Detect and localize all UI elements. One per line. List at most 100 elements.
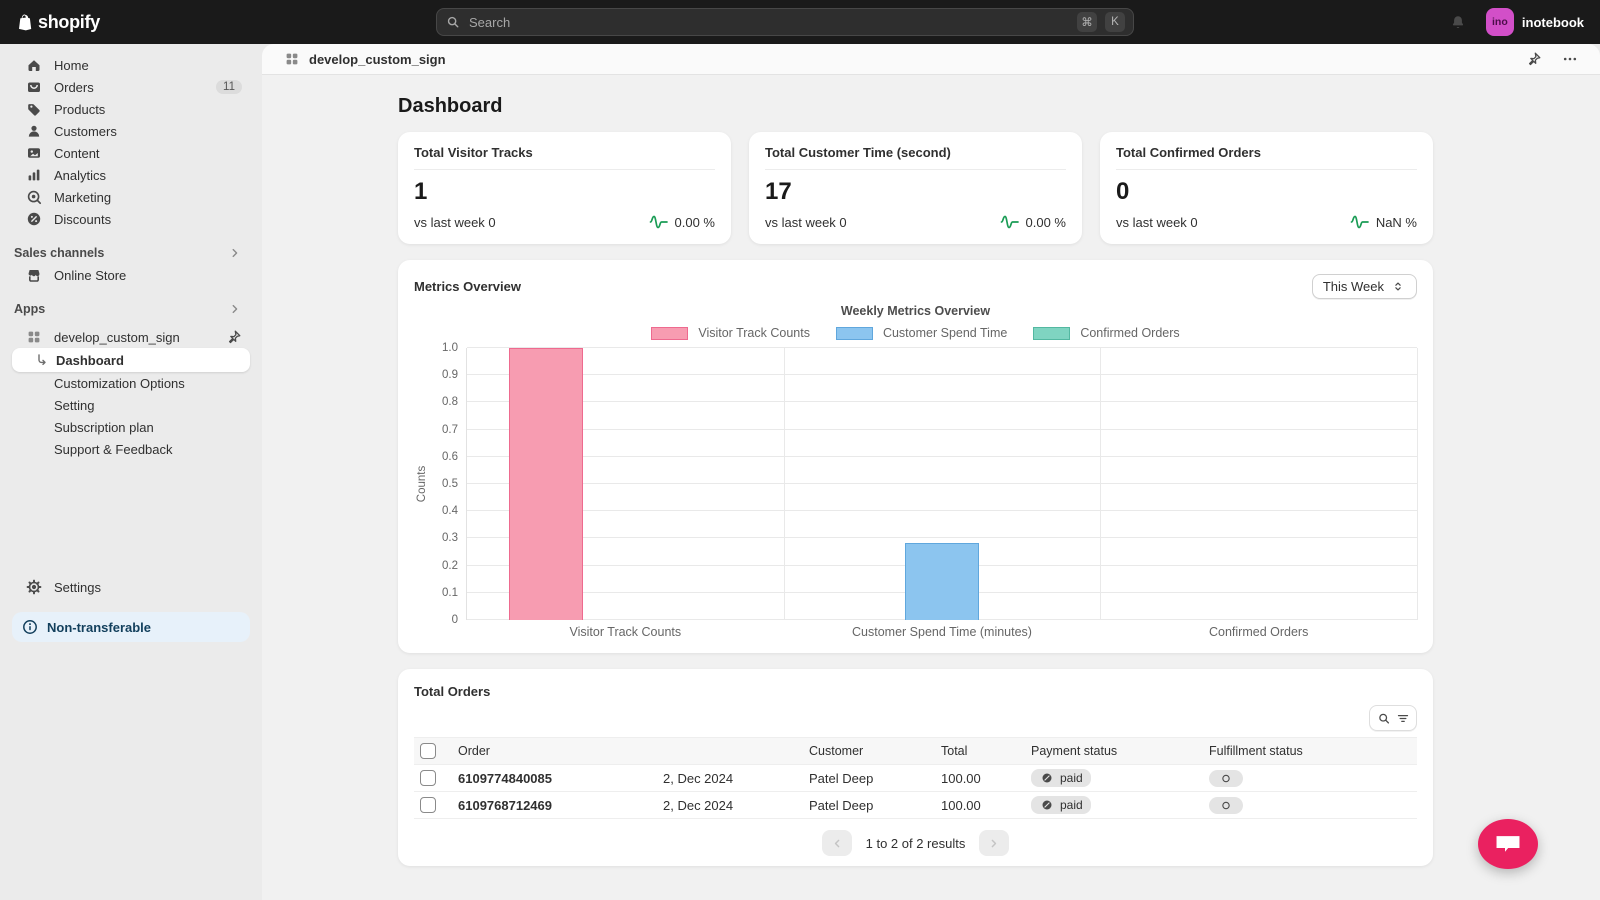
date-range-select[interactable]: This Week xyxy=(1311,273,1417,299)
order-row[interactable]: 6109768712469 2, Dec 2024 Patel Deep 100… xyxy=(414,792,1417,819)
store-icon xyxy=(26,267,42,283)
column-header-customer[interactable]: Customer xyxy=(809,744,864,758)
chevron-right-icon xyxy=(228,302,242,316)
order-number-link[interactable]: 6109768712469 xyxy=(458,797,552,813)
sidebar-item-customers[interactable]: Customers xyxy=(12,120,250,142)
previous-page-button[interactable] xyxy=(821,830,852,856)
select-all-checkbox[interactable] xyxy=(420,743,436,759)
section-title: Sales channels xyxy=(14,246,105,260)
sidebar-item-label: Orders xyxy=(54,79,94,95)
next-page-button[interactable] xyxy=(979,830,1010,856)
sidebar-item-marketing[interactable]: Marketing xyxy=(12,186,250,208)
column-header-payment-status[interactable]: Payment status xyxy=(1031,744,1118,758)
user-menu[interactable]: ino inotebook xyxy=(1485,8,1584,36)
search-icon xyxy=(445,15,461,29)
orders-table: Order Customer Total Payment status Fulf… xyxy=(414,737,1417,819)
sidebar-item-label: Discounts xyxy=(54,211,112,227)
sidebar-item-orders[interactable]: Orders 11 xyxy=(12,76,250,98)
column-header-fulfillment-status[interactable]: Fulfillment status xyxy=(1209,744,1303,758)
y-tick: 0.2 xyxy=(442,559,458,572)
chat-icon xyxy=(1496,835,1520,852)
order-customer: Patel Deep xyxy=(809,797,874,813)
column-header-order[interactable]: Order xyxy=(458,744,490,758)
x-axis-category-label: Visitor Track Counts xyxy=(569,625,682,639)
date-range-value: This Week xyxy=(1322,278,1384,294)
plot-area xyxy=(466,347,1418,620)
metric-delta: 0.00 % xyxy=(1025,214,1066,230)
chat-launcher-button[interactable] xyxy=(1478,819,1538,869)
legend-swatch xyxy=(835,326,873,340)
x-axis-category-label: Confirmed Orders xyxy=(1209,625,1309,639)
shopify-logo[interactable]: shopify xyxy=(16,10,100,34)
sidebar-item-label: Products xyxy=(54,101,106,117)
sidebar-item-home[interactable]: Home xyxy=(12,54,250,76)
chevron-updown-icon xyxy=(1390,280,1406,293)
search-input[interactable] xyxy=(469,14,1069,30)
section-apps[interactable]: Apps xyxy=(12,298,250,320)
info-icon xyxy=(22,619,38,635)
marketing-icon xyxy=(26,189,42,205)
sidebar-subitem-dashboard[interactable]: Dashboard xyxy=(12,348,250,372)
sidebar-nav: Home Orders 11 Products Customers Content… xyxy=(12,54,250,230)
sidebar-item-discounts[interactable]: Discounts xyxy=(12,208,250,230)
sidebar-item-products[interactable]: Products xyxy=(12,98,250,120)
sidebar-item-analytics[interactable]: Analytics xyxy=(12,164,250,186)
products-icon xyxy=(26,101,42,117)
sidebar-subitem-setting[interactable]: Setting xyxy=(12,394,250,416)
row-checkbox[interactable] xyxy=(420,770,436,786)
non-transferable-banner[interactable]: Non-transferable xyxy=(12,612,250,642)
gridline xyxy=(467,483,1417,484)
y-tick: 0.4 xyxy=(442,505,458,518)
sidebar-item-online-store[interactable]: Online Store xyxy=(12,264,250,286)
metric-delta: NaN % xyxy=(1375,214,1417,230)
search-and-filter-button[interactable] xyxy=(1369,705,1417,731)
column-header-total[interactable]: Total xyxy=(941,744,968,758)
content-icon xyxy=(26,145,42,161)
filter-icon xyxy=(1395,712,1411,725)
y-tick: 0.3 xyxy=(442,532,458,545)
home-icon xyxy=(26,57,42,73)
global-search[interactable]: ⌘ K xyxy=(436,8,1134,36)
content-area: Dashboard Total Visitor Tracks 1 vs last… xyxy=(262,75,1600,900)
sidebar-item-settings[interactable]: Settings xyxy=(12,576,250,598)
sidebar-item-label: develop_custom_sign xyxy=(54,329,180,345)
sidebar-subitem-customization-options[interactable]: Customization Options xyxy=(12,372,250,394)
orders-count-badge: 11 xyxy=(216,80,242,94)
order-customer: Patel Deep xyxy=(809,770,874,786)
sidebar-item-develop-custom-sign[interactable]: develop_custom_sign xyxy=(12,326,250,348)
orders-icon xyxy=(26,79,42,95)
sidebar-subitem-subscription-plan[interactable]: Subscription plan xyxy=(12,416,250,438)
section-sales-channels[interactable]: Sales channels xyxy=(12,242,250,264)
notifications-bell-icon[interactable] xyxy=(1450,14,1466,30)
gridline-vertical xyxy=(1100,348,1102,620)
sidebar-item-content[interactable]: Content xyxy=(12,142,250,164)
more-options-icon[interactable] xyxy=(1562,51,1578,67)
subnav-label: Support & Feedback xyxy=(54,441,173,457)
y-axis-label: Counts xyxy=(416,465,428,503)
y-tick: 0.8 xyxy=(442,396,458,409)
row-checkbox[interactable] xyxy=(420,797,436,813)
y-tick: 0.5 xyxy=(442,478,458,490)
page-title: Dashboard xyxy=(398,95,503,117)
gridline-vertical xyxy=(783,348,785,620)
analytics-icon xyxy=(26,167,42,183)
legend-label: Customer Spend Time xyxy=(882,326,1008,340)
pin-icon[interactable] xyxy=(226,329,242,345)
fulfillment-status-badge xyxy=(1209,769,1243,787)
sidebar-item-label: Content xyxy=(54,145,100,161)
gear-icon xyxy=(26,579,42,595)
order-row[interactable]: 6109774840085 2, Dec 2024 Patel Deep 100… xyxy=(414,765,1417,792)
pin-icon[interactable] xyxy=(1526,51,1542,67)
order-number-link[interactable]: 6109774840085 xyxy=(458,770,552,786)
y-tick: 0.9 xyxy=(442,369,458,382)
legend-item-visitor-track-counts: Visitor Track Counts xyxy=(651,326,810,340)
legend-label: Visitor Track Counts xyxy=(698,326,810,340)
sidebar-subitem-support-feedback[interactable]: Support & Feedback xyxy=(12,438,250,460)
legend-item-customer-spend-time: Customer Spend Time xyxy=(835,326,1008,340)
sidebar: Home Orders 11 Products Customers Content… xyxy=(0,44,262,900)
page-header-title: develop_custom_sign xyxy=(309,51,446,67)
metric-card-total-customer-time-second: Total Customer Time (second) 17 vs last … xyxy=(749,132,1082,244)
y-tick: 1.0 xyxy=(442,342,458,354)
banner-label: Non-transferable xyxy=(47,619,152,635)
metric-title: Total Visitor Tracks xyxy=(414,145,533,160)
